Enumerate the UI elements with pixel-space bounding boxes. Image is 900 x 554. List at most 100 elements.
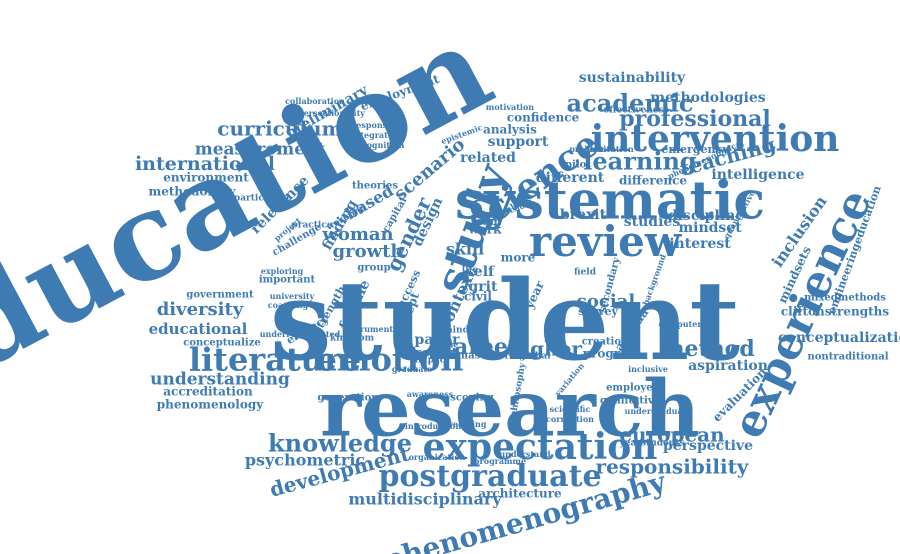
word-awareness: awareness — [407, 389, 454, 399]
word-expectation: expectation — [423, 426, 658, 468]
word-introduction: introduction — [405, 421, 461, 431]
word-aspiration: aspiration — [688, 358, 768, 374]
word-architecture: architecture — [478, 487, 562, 501]
word-employer: employer — [606, 383, 659, 394]
word-collaboration: collaboration — [285, 96, 345, 106]
word-professional: professional — [619, 106, 771, 132]
word-progress: progress — [583, 347, 642, 361]
word-participant: participant — [234, 194, 291, 204]
word-university: university — [270, 291, 315, 301]
word-creation: creation — [582, 337, 629, 348]
word-instrument: instrument — [343, 324, 393, 334]
word-impact: impact — [415, 356, 451, 366]
word-perspective: perspective — [663, 438, 753, 454]
word-developing: developing — [438, 419, 487, 429]
word-yearstudents: yearstudents — [618, 439, 684, 449]
word-civil: civil — [464, 290, 492, 304]
word-kingdom: kingdom — [330, 334, 375, 344]
word-cliftonstrengths: cliftonstrengths — [781, 305, 889, 319]
word-discipline: discipline — [668, 208, 744, 224]
word-master: master — [458, 351, 498, 362]
word-field: field — [574, 268, 597, 278]
word-work: work — [468, 223, 503, 237]
word-generation: generation — [317, 393, 379, 404]
word-systematic: systematic — [455, 171, 765, 232]
word-psychometric: psychometric — [245, 451, 366, 470]
word-computer: computer — [658, 319, 702, 329]
word-woman: woman — [321, 224, 393, 245]
word-self: self — [466, 264, 495, 280]
word-nontraditional: nontraditional — [807, 352, 888, 363]
word-survey: survey — [578, 305, 618, 318]
word-different: different — [536, 170, 605, 186]
word-programme: programme — [474, 456, 526, 466]
word-emotion: emotion — [316, 341, 463, 379]
word-higher: higher — [508, 337, 582, 361]
word-exploring: exploring — [261, 266, 304, 276]
word-multidisciplinary: multidisciplinary — [348, 490, 502, 509]
word-curriculum: curriculum — [217, 117, 342, 141]
word-methodologies: methodologies — [650, 90, 766, 106]
word-environment: environment — [163, 171, 249, 185]
word-social: social — [577, 291, 636, 312]
word-ethic: ethic — [433, 341, 459, 351]
word-intelligence: intelligence — [711, 167, 804, 183]
word-graduate: graduate — [392, 364, 432, 374]
word-brexit: brexit — [560, 207, 607, 223]
word-corruption: corruption — [546, 414, 594, 424]
word-theories: theories — [352, 181, 398, 192]
word-methodology: methodology — [149, 185, 237, 199]
word-organization: organization — [409, 452, 466, 462]
word-learning: learning — [583, 147, 697, 176]
word-postgraduate: postgraduate — [378, 459, 601, 494]
word-effectiveness: effectiveness — [603, 106, 668, 116]
word-mixedmethods: mixedmethods — [804, 293, 886, 304]
word-group: group — [357, 263, 390, 274]
word-mindset: mindset — [678, 220, 742, 236]
word-mind: mind — [443, 326, 469, 336]
word-research: research — [320, 364, 700, 455]
word-understanding: understanding — [150, 370, 290, 390]
word-academic: academic — [567, 89, 694, 118]
word-literature: literature — [189, 341, 361, 379]
word-studies: studies — [624, 214, 681, 230]
word-interest: interest — [669, 236, 731, 252]
word-accreditation: accreditation — [163, 385, 253, 399]
word-grit: grit — [469, 279, 498, 295]
word-scoping: scoping — [450, 393, 493, 404]
word-educational: educational — [149, 320, 248, 338]
word-paper: paper — [415, 332, 461, 348]
word-inclusive: inclusive — [628, 364, 668, 374]
word-method: method — [661, 336, 755, 362]
word-team: team — [471, 215, 502, 228]
word-more: more — [501, 251, 536, 265]
word-conceptualization: conceptualization — [778, 330, 900, 346]
word-government: government — [186, 290, 254, 301]
word-integrated: integrated — [351, 130, 398, 140]
word-intervention: intervention — [591, 118, 840, 160]
word-undergraduate: undergraduate — [625, 406, 692, 416]
word-support: support — [488, 134, 549, 150]
word-life: life — [462, 266, 479, 276]
word-emergency: emergency — [661, 143, 729, 156]
word-growth: growth — [333, 241, 404, 262]
word-cognition: cognition — [362, 140, 405, 150]
word-report: report — [415, 346, 458, 360]
word-international: international — [135, 153, 275, 175]
word-institution: institution — [586, 144, 634, 154]
word-understand: understand — [499, 449, 551, 459]
word-review: review — [529, 217, 682, 266]
word-practice: practice — [291, 221, 332, 231]
word-interview: interview — [485, 352, 532, 362]
word-difference: difference — [619, 174, 687, 188]
word-scientific: scientific — [550, 404, 591, 414]
word-european: european — [619, 423, 725, 447]
word-motivation: motivation — [486, 102, 534, 112]
word-analysis: analysis — [483, 123, 537, 137]
word-responsible: responsible — [352, 120, 404, 130]
word-pilot: pilot — [565, 160, 591, 171]
word-problem: problem — [569, 144, 607, 154]
word-sustainability: sustainability — [579, 70, 686, 86]
